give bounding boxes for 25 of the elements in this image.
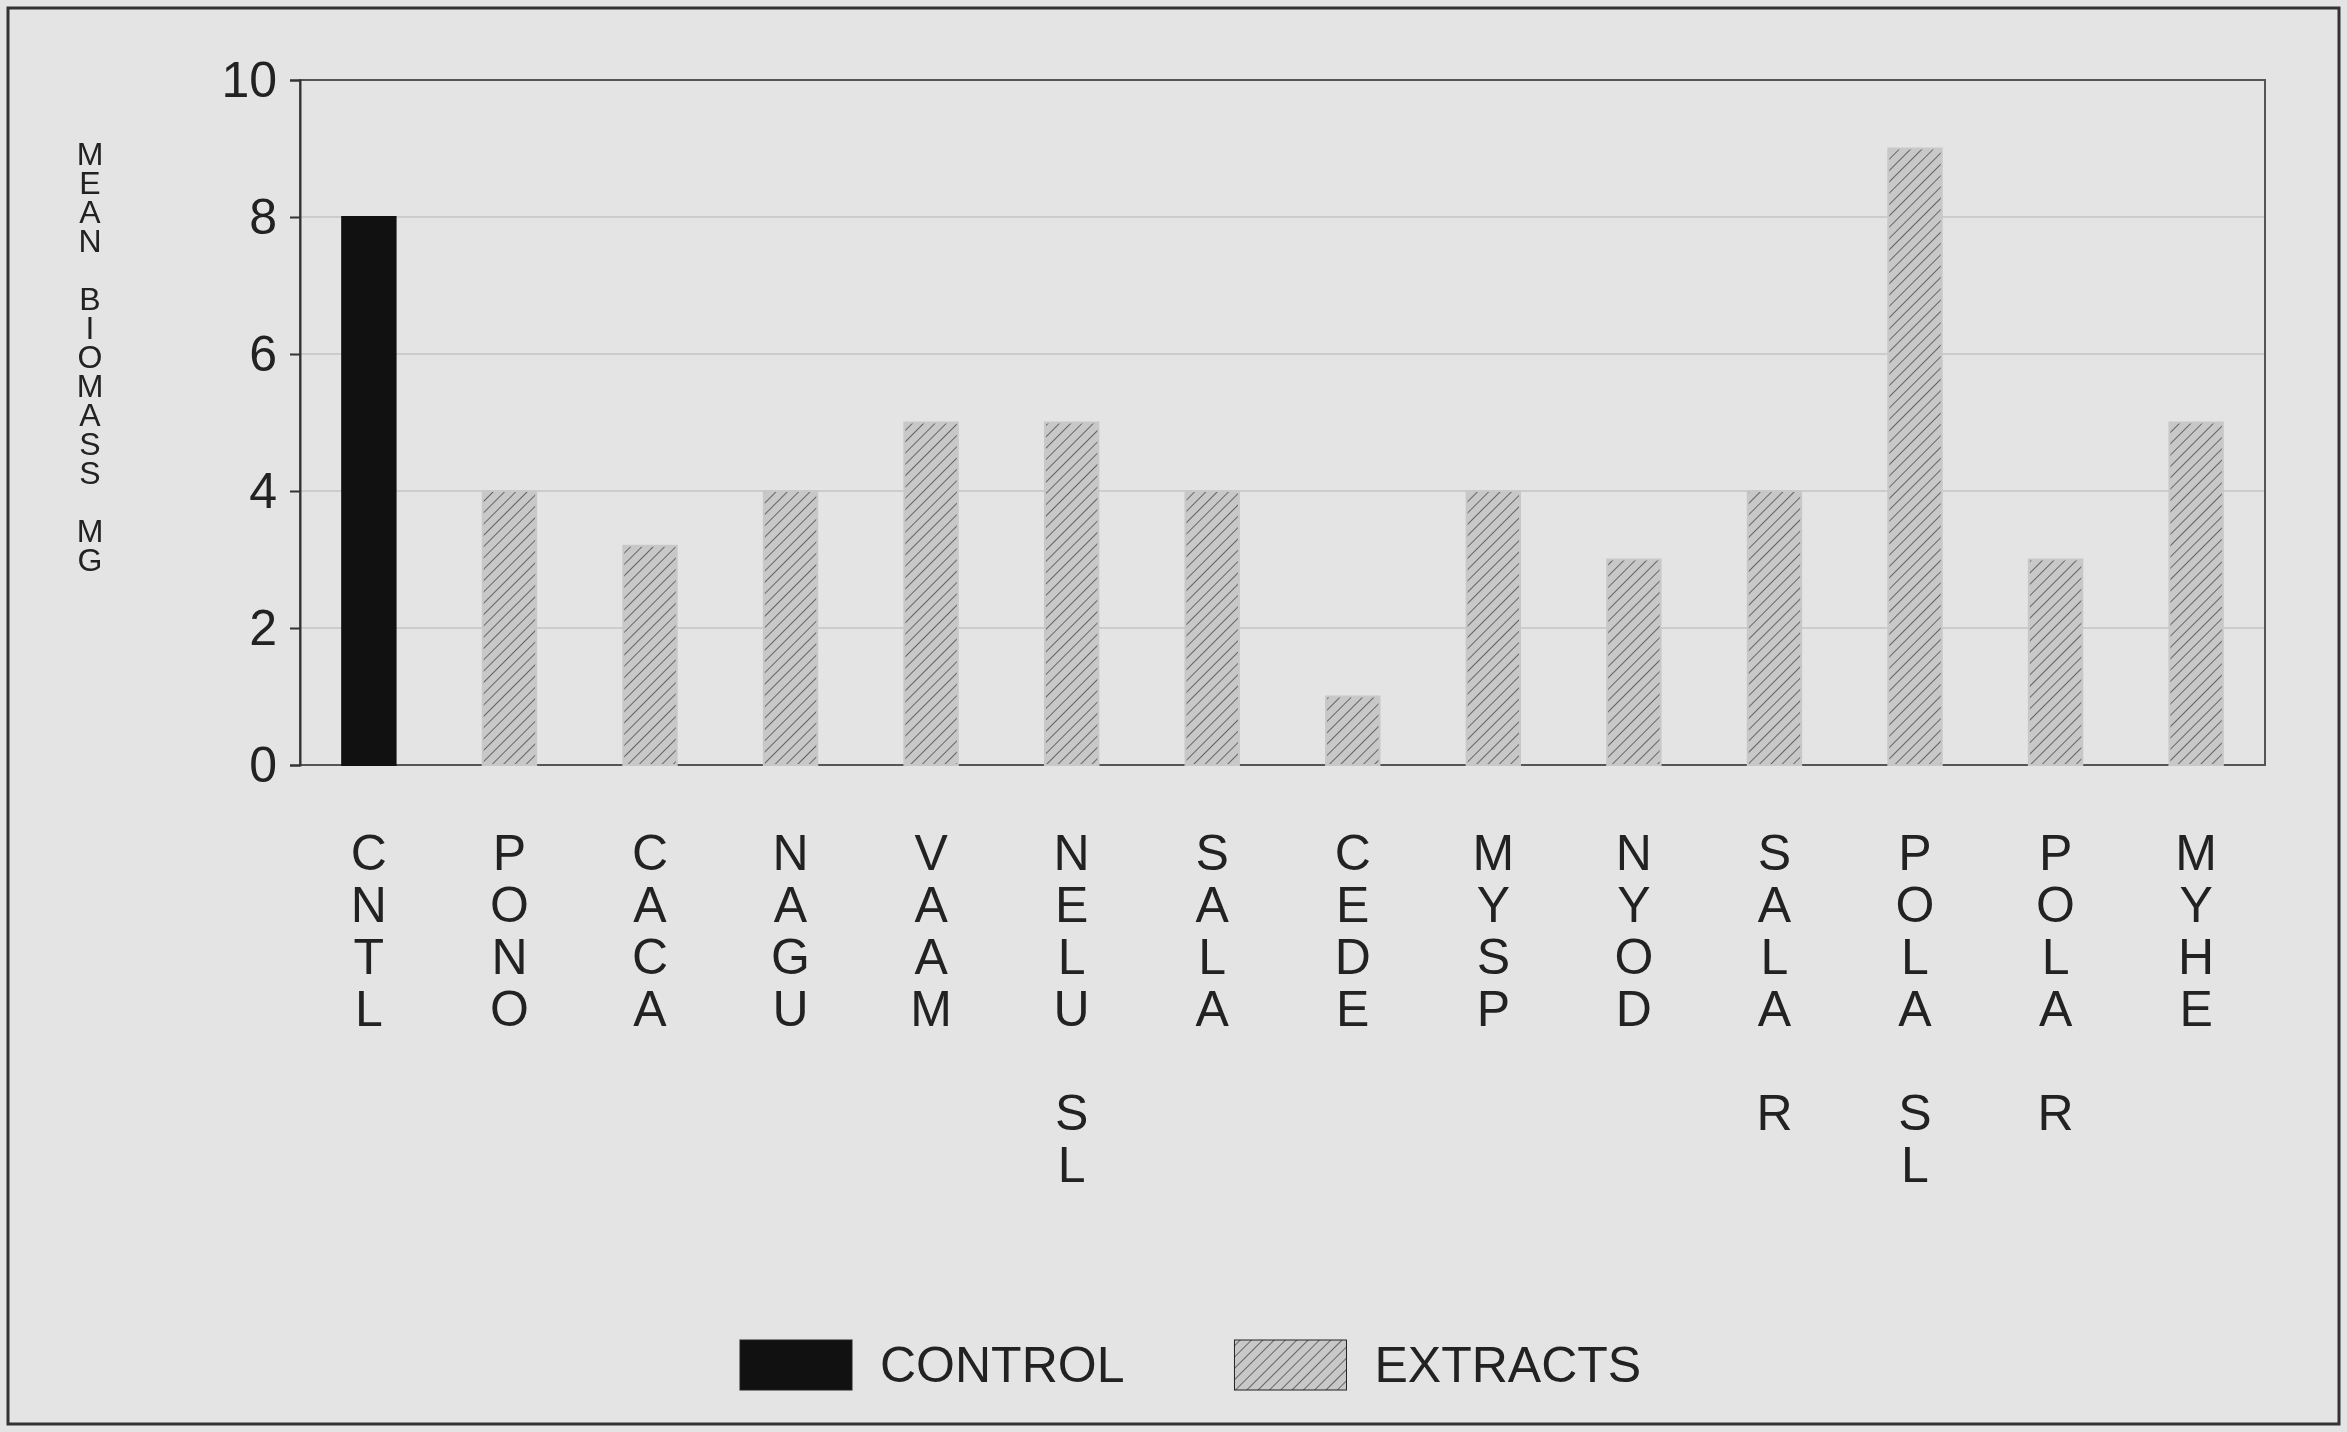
y-tick-label: 8: [249, 188, 277, 245]
x-tick-label: VAAM: [910, 825, 952, 1037]
x-tick-label: MYSP: [1472, 825, 1515, 1037]
x-tick-label: MYHE: [2175, 825, 2217, 1037]
bar: [1325, 695, 1381, 766]
x-tick-label: POLA SL: [1895, 825, 1935, 1193]
legend-label: CONTROL: [880, 1337, 1125, 1393]
y-tick-label: 6: [249, 325, 277, 382]
y-tick-label: 10: [221, 51, 277, 108]
y-tick-label: 2: [249, 599, 277, 656]
x-tick-label: NYOD: [1614, 825, 1654, 1037]
y-tick-label: 4: [249, 462, 277, 519]
x-tick-label: PONO: [489, 825, 529, 1037]
x-tick-label: SALA R: [1756, 825, 1793, 1141]
x-tick-label: CACA: [631, 825, 669, 1037]
legend-label: EXTRACTS: [1374, 1337, 1642, 1393]
x-tick-label: NAGU: [771, 825, 810, 1037]
x-tick-label: NELU SL: [1053, 825, 1090, 1193]
x-tick-label: CEDE: [1334, 825, 1371, 1037]
bar: [341, 216, 397, 766]
x-tick-label: SALA: [1195, 825, 1230, 1037]
text: MEAN BIOMASS MG: [76, 136, 104, 578]
y-tick-label: 0: [249, 736, 277, 793]
x-tick-label: CNTL: [350, 825, 387, 1037]
x-tick-label: POLA R: [2036, 825, 2076, 1141]
